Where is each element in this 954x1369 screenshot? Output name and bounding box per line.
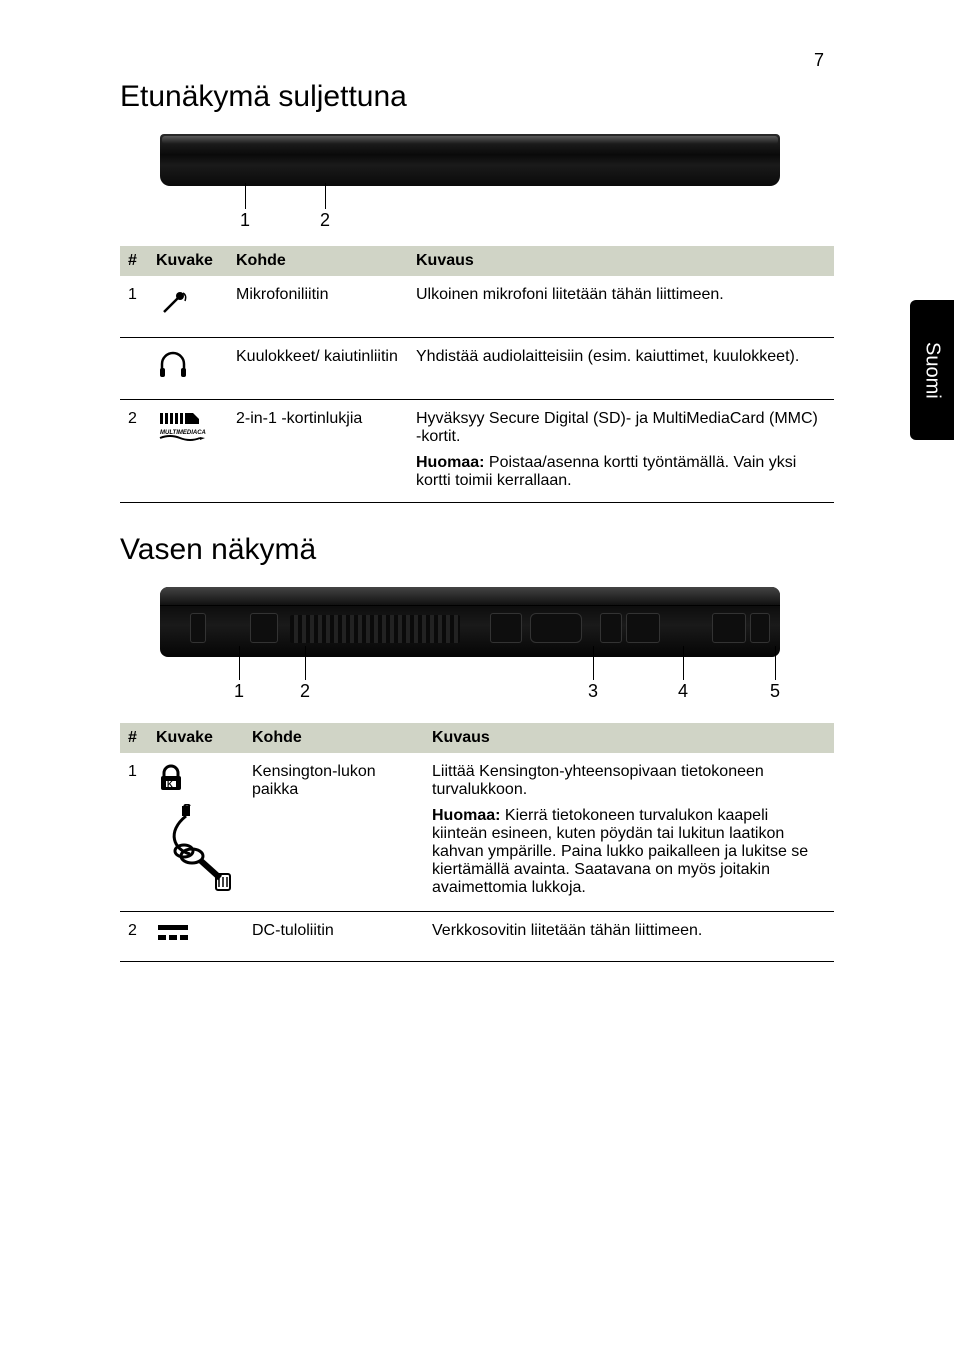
- figure-front-closed: 1 2: [160, 134, 834, 236]
- table-header-row: # Kuvake Kohde Kuvaus: [120, 723, 834, 753]
- th-icon: Kuvake: [148, 246, 228, 276]
- cell-icon: [148, 338, 228, 400]
- laptop-left-illustration: [160, 587, 780, 657]
- left-spec-table: # Kuvake Kohde Kuvaus 1 K: [120, 723, 834, 962]
- cell-icon: K: [148, 753, 244, 912]
- section-title-front: Etunäkymä suljettuna: [120, 80, 834, 114]
- multimediacard-icon: MULTIMEDIACARD: [156, 410, 206, 446]
- svg-text:MULTIMEDIACARD: MULTIMEDIACARD: [160, 430, 206, 436]
- figure-left-view: 1 2 3 4 5: [160, 587, 834, 713]
- cell-num: 1: [120, 276, 148, 338]
- th-kuvaus: Kuvaus: [424, 723, 834, 753]
- front-spec-table: # Kuvake Kohde Kuvaus 1 Mikrofoniliitin …: [120, 246, 834, 503]
- svg-text:K: K: [167, 780, 173, 789]
- lock-cable-illustration-icon: [156, 804, 236, 894]
- cell-num: [120, 338, 148, 400]
- th-num: #: [120, 246, 148, 276]
- kuvaus-line: Liittää Kensington-yhteensopivaan tietok…: [432, 763, 826, 799]
- note-label: Huomaa:: [432, 807, 500, 824]
- cell-kohde: 2-in-1 -kortinlukjia: [228, 400, 408, 503]
- left-callout-2: 2: [300, 681, 310, 701]
- dc-in-icon: [156, 922, 190, 944]
- front-callout-2: 2: [320, 210, 330, 230]
- page: 7 Suomi Etunäkymä suljettuna 1 2 # Kuvak…: [0, 0, 954, 1002]
- front-callout-1: 1: [240, 210, 250, 230]
- table-row: 2 DC-tuloliitin Verkkosovitin liitetään …: [120, 912, 834, 962]
- th-kuvaus: Kuvaus: [408, 246, 834, 276]
- th-kohde: Kohde: [244, 723, 424, 753]
- table-row: 1 K: [120, 753, 834, 912]
- cell-kuvaus: Liittää Kensington-yhteensopivaan tietok…: [424, 753, 834, 912]
- table-row: Kuulokkeet/ kaiutinliitin Yhdistää audio…: [120, 338, 834, 400]
- left-callout-1: 1: [234, 681, 244, 701]
- microphone-jack-icon: [156, 286, 190, 320]
- language-tab: Suomi: [910, 300, 954, 440]
- th-icon: Kuvake: [148, 723, 244, 753]
- cell-num: 2: [120, 400, 148, 503]
- headphone-jack-icon: [156, 348, 190, 382]
- cell-kuvaus: Yhdistää audiolaitteisiin (esim. kaiutti…: [408, 338, 834, 400]
- front-callout-row: 1 2: [200, 186, 834, 236]
- cell-icon: [148, 912, 244, 962]
- cell-kuvaus: Hyväksyy Secure Digital (SD)- ja MultiMe…: [408, 400, 834, 503]
- kuvaus-line: Hyväksyy Secure Digital (SD)- ja MultiMe…: [416, 410, 826, 446]
- laptop-front-illustration: [160, 134, 780, 186]
- section-title-left: Vasen näkymä: [120, 533, 834, 567]
- cell-kohde: Kensington-lukon paikka: [244, 753, 424, 912]
- th-num: #: [120, 723, 148, 753]
- cell-kohde: Kuulokkeet/ kaiutinliitin: [228, 338, 408, 400]
- kensington-lock-icon: K: [156, 763, 186, 793]
- table-row: 2 MULTIMEDIACARD 2-in-1 -kortinlukji: [120, 400, 834, 503]
- cell-icon: MULTIMEDIACARD: [148, 400, 228, 503]
- page-number: 7: [814, 50, 824, 71]
- note-label: Huomaa:: [416, 454, 484, 471]
- cell-num: 1: [120, 753, 148, 912]
- cell-icon: [148, 276, 228, 338]
- table-row: 1 Mikrofoniliitin Ulkoinen mikrofoni lii…: [120, 276, 834, 338]
- cell-kuvaus: Ulkoinen mikrofoni liitetään tähän liitt…: [408, 276, 834, 338]
- left-callout-5: 5: [770, 681, 780, 701]
- cell-kohde: Mikrofoniliitin: [228, 276, 408, 338]
- left-callout-4: 4: [678, 681, 688, 701]
- table-header-row: # Kuvake Kohde Kuvaus: [120, 246, 834, 276]
- left-callout-3: 3: [588, 681, 598, 701]
- cell-kuvaus: Verkkosovitin liitetään tähän liittimeen…: [424, 912, 834, 962]
- cell-num: 2: [120, 912, 148, 962]
- cell-kohde: DC-tuloliitin: [244, 912, 424, 962]
- left-callout-row: 1 2 3 4 5: [200, 657, 834, 713]
- th-kohde: Kohde: [228, 246, 408, 276]
